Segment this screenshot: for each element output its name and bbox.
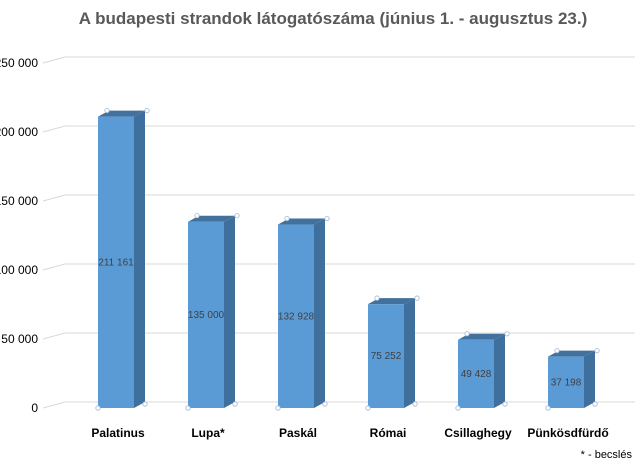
- bar-top: [188, 215, 235, 222]
- y-tick-label: 50 000: [1, 332, 38, 346]
- bar-side: [314, 218, 325, 408]
- data-label: 135 000: [188, 310, 225, 321]
- x-axis-categories: Palatinus Lupa* Paskál Római Csillaghegy Pünk…: [91, 426, 608, 440]
- y-tick-label: 250 000: [0, 56, 38, 70]
- y-axis-ticks: 0 50 000 100 000 150 000 200 000 250 000: [0, 56, 38, 415]
- bar-top: [368, 298, 415, 305]
- bar-handle: [194, 213, 200, 219]
- category-label: Lupa*: [191, 426, 225, 440]
- bar: [275, 215, 330, 411]
- gridline: [42, 194, 635, 202]
- y-tick-label: 100 000: [0, 263, 38, 277]
- category-label: Paskál: [279, 426, 317, 440]
- bar-top: [278, 218, 325, 225]
- bar-handle: [502, 401, 508, 407]
- bar-side: [404, 298, 415, 408]
- bar-handle: [455, 405, 461, 411]
- bar-handle: [412, 401, 418, 407]
- bar-handle: [504, 331, 510, 337]
- bar-handle: [275, 405, 281, 411]
- gridline: [42, 56, 635, 64]
- gridline: [42, 332, 635, 340]
- bar-top: [548, 350, 595, 357]
- bar: [455, 331, 510, 411]
- bar-side: [494, 333, 505, 408]
- bar-front: [188, 221, 224, 408]
- bar-front: [278, 224, 314, 408]
- bar-front: [98, 116, 134, 409]
- bar-handle: [464, 331, 470, 337]
- bar-handle: [95, 405, 101, 411]
- bar-handle: [374, 295, 380, 301]
- bar-side: [224, 215, 235, 408]
- bar-handle: [284, 215, 290, 222]
- bar-handle: [322, 401, 328, 407]
- data-label: 37 198: [551, 377, 582, 388]
- bar-front: [458, 339, 494, 408]
- gridline: [42, 263, 635, 271]
- bar-handle: [234, 213, 240, 219]
- chart-title: A budapesti strandok látogatószáma (júni…: [79, 9, 588, 28]
- bar-front: [368, 304, 404, 408]
- category-label: Pünkösdfürdő: [527, 426, 608, 440]
- footnote: * - becslés: [581, 449, 633, 461]
- bar-handle: [554, 348, 560, 354]
- gridline: [42, 401, 635, 409]
- bar-handle: [324, 215, 330, 222]
- y-tick-label: 150 000: [0, 194, 38, 208]
- category-label: Római: [370, 426, 407, 440]
- bar-handle: [592, 401, 598, 407]
- bar-handle: [144, 107, 150, 114]
- bar: [185, 213, 240, 411]
- category-label: Palatinus: [91, 426, 145, 440]
- bar-top: [98, 110, 145, 117]
- bar-handle: [142, 401, 148, 407]
- data-label: 75 252: [371, 351, 402, 362]
- data-label: 211 161: [98, 257, 134, 268]
- bar: [545, 348, 600, 411]
- gridline: [42, 125, 635, 133]
- bars: [95, 107, 600, 411]
- bar-handle: [594, 348, 600, 354]
- bar-handle: [365, 405, 371, 411]
- bar-handle: [104, 107, 110, 114]
- bar-front: [548, 356, 584, 408]
- gridlines: [42, 56, 635, 409]
- bar: [365, 295, 420, 411]
- bar-handle: [185, 405, 191, 411]
- bar-handle: [414, 295, 420, 301]
- bar-side: [134, 110, 145, 409]
- data-labels: 211 161 135 000 132 928 75 252 49 428 37 198: [98, 257, 581, 388]
- y-tick-label: 0: [31, 401, 38, 415]
- data-label: 49 428: [461, 369, 492, 380]
- bar-side: [584, 350, 595, 408]
- y-tick-label: 200 000: [0, 125, 38, 139]
- bar-handle: [232, 401, 238, 407]
- bar: [95, 107, 150, 411]
- bar-handle: [545, 405, 551, 411]
- data-label: 132 928: [278, 311, 315, 322]
- category-label: Csillaghegy: [444, 426, 512, 440]
- bar-top: [458, 333, 505, 340]
